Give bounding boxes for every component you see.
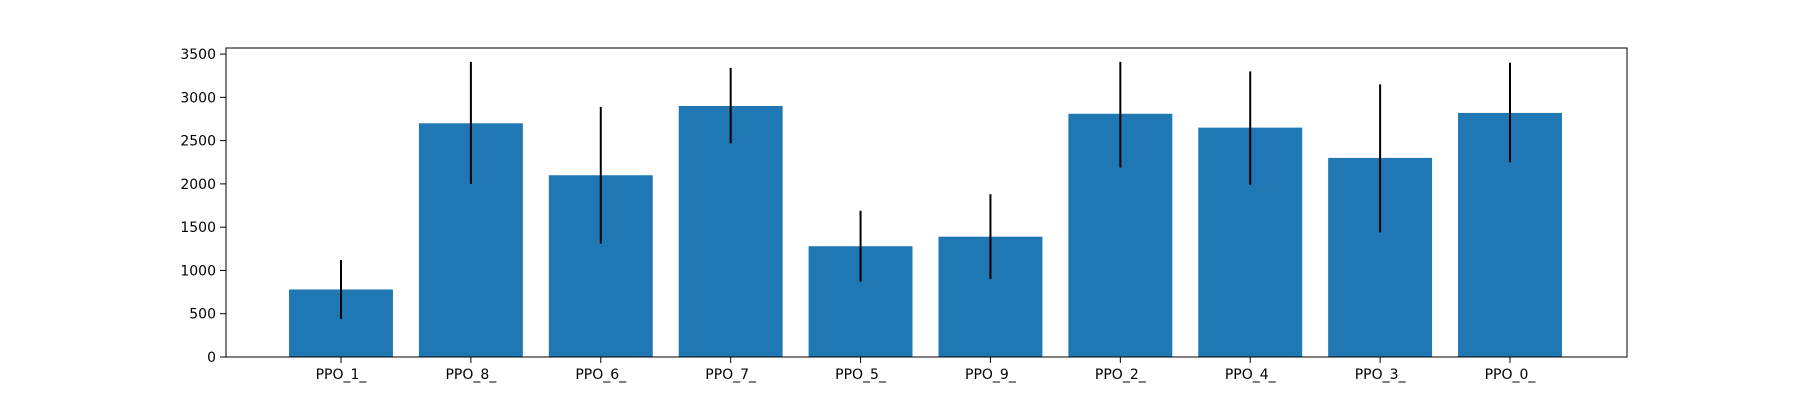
bar-ppo-7 <box>678 105 783 358</box>
x-tick-label: PPO_7_ <box>705 367 757 383</box>
error-bars-layer <box>340 61 1511 319</box>
y-tick-label: 500 <box>189 307 216 323</box>
x-tick-label: PPO_6_ <box>575 367 627 383</box>
x-tick-label: PPO_8_ <box>445 367 497 383</box>
x-tick-label: PPO_9_ <box>965 367 1017 383</box>
y-tick-label: 3000 <box>180 90 216 106</box>
x-tick-label: PPO_3_ <box>1355 367 1407 383</box>
x-tick-label: PPO_1_ <box>316 367 368 383</box>
axes-layer <box>225 47 1628 358</box>
x-tick-label: PPO_4_ <box>1225 367 1277 383</box>
y-tick-label: 0 <box>207 350 216 366</box>
y-tick-label: 2000 <box>180 177 216 193</box>
ticks-layer: 0 500 1000 1500 2000 2500 3000 3500 PPO_1_ PPO_8_… <box>180 47 1536 383</box>
bars-layer <box>289 105 1562 358</box>
y-tick-label: 3500 <box>180 47 216 63</box>
x-tick-label: PPO_5_ <box>835 367 887 383</box>
y-tick-label: 1500 <box>180 220 216 236</box>
x-tick-label: PPO_2_ <box>1095 367 1147 383</box>
y-tick-label: 2500 <box>180 134 216 150</box>
y-tick-label: 1000 <box>180 263 216 279</box>
x-tick-label: PPO_0_ <box>1485 367 1537 383</box>
plot-frame <box>225 47 1628 358</box>
